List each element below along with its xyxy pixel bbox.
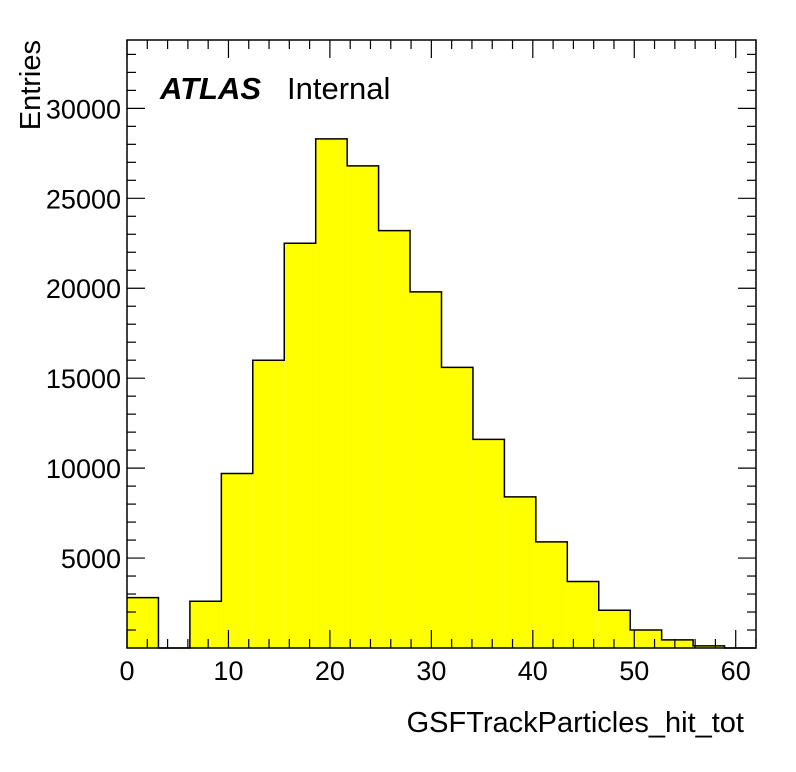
histogram-bar <box>693 645 725 648</box>
histogram-bar <box>189 601 222 648</box>
x-tick-label: 30 <box>416 656 446 686</box>
y-tick-label: 10000 <box>46 454 121 484</box>
x-tick-label: 10 <box>213 656 243 686</box>
y-tick-label: 30000 <box>46 94 121 124</box>
histogram-bar <box>284 243 316 648</box>
x-axis-title: GSFTrackParticles_hit_tot <box>407 707 744 739</box>
plot-frame <box>126 39 757 649</box>
histogram-bars <box>127 138 725 648</box>
histogram-bar <box>472 439 505 648</box>
x-tick-label: 20 <box>315 656 345 686</box>
histogram-bar <box>221 473 253 648</box>
histogram-bar <box>252 360 285 648</box>
histogram-bar <box>378 230 411 648</box>
atlas-label: ATLAS <box>159 71 261 106</box>
y-tick-labels: 5000 10000 15000 20000 25000 30000 <box>46 94 121 574</box>
histogram-outline <box>127 138 756 649</box>
y-tick-label: 5000 <box>61 544 121 574</box>
histogram-bar <box>315 138 348 648</box>
histogram-bar <box>410 291 442 648</box>
histogram-bar <box>567 581 599 648</box>
histogram-bar <box>630 630 662 648</box>
x-tick-label: 40 <box>518 656 548 686</box>
histogram-bar <box>535 541 568 648</box>
histogram-bar <box>504 496 536 648</box>
x-tick-label: 60 <box>721 656 751 686</box>
internal-label: Internal <box>287 71 390 106</box>
histogram-bar <box>347 165 379 648</box>
histogram-bar <box>127 597 159 648</box>
y-tick-label: 20000 <box>46 274 121 304</box>
x-tick-labels: 0 10 20 30 40 50 60 <box>119 656 750 686</box>
histogram-bar <box>661 639 694 648</box>
y-tick-label: 25000 <box>46 184 121 214</box>
x-tick-label: 0 <box>119 656 134 686</box>
x-tick-label: 50 <box>619 656 649 686</box>
y-axis-title: Entries <box>15 40 47 130</box>
histogram-bar <box>441 367 473 648</box>
y-tick-label: 15000 <box>46 364 121 394</box>
